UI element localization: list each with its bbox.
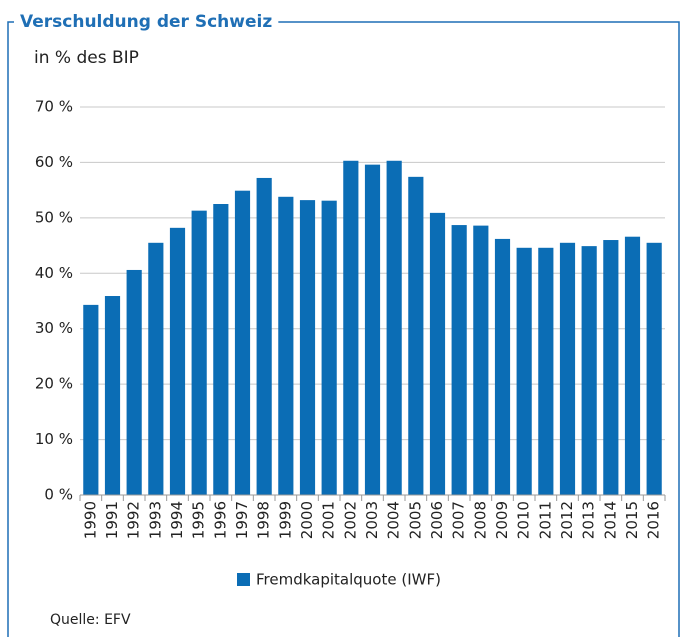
bar [473, 225, 489, 496]
x-tick-label: 2009 [493, 501, 511, 539]
bar [169, 227, 186, 495]
bar [516, 247, 532, 495]
bar [213, 204, 229, 495]
bar [321, 200, 337, 495]
x-tick-label: 2014 [601, 501, 619, 539]
subtitle: in % des BIP [34, 48, 139, 68]
bar [278, 196, 294, 495]
x-tick-label: 2008 [471, 501, 489, 539]
bar [148, 242, 164, 495]
x-tick-label: 2007 [450, 501, 468, 539]
bar [126, 269, 142, 495]
bar [234, 190, 251, 495]
y-tick-label: 30 % [35, 319, 73, 337]
x-tick-label: 1993 [146, 501, 164, 539]
y-tick-label: 70 % [35, 98, 73, 116]
y-tick-label: 40 % [35, 264, 73, 282]
title-background [14, 10, 279, 34]
x-tick-label: 2012 [558, 501, 576, 539]
legend-label: Fremdkapitalquote (IWF) [256, 571, 441, 589]
legend-swatch [237, 573, 250, 586]
bar [104, 296, 121, 495]
bar [343, 160, 359, 495]
x-tick-label: 2001 [320, 501, 338, 539]
bar [386, 160, 402, 495]
x-tick-label: 1992 [125, 501, 143, 539]
x-tick-label: 2003 [363, 501, 381, 539]
bar [538, 247, 554, 495]
x-tick-label: 1994 [168, 501, 186, 539]
bar [364, 164, 381, 495]
x-tick-label: 2002 [341, 501, 359, 539]
bar [559, 242, 576, 495]
bar [83, 304, 99, 495]
y-tick-label: 10 % [35, 430, 73, 448]
bar [191, 210, 207, 495]
source: Quelle: EFV [50, 612, 131, 628]
x-tick-label: 2016 [645, 501, 663, 539]
x-tick-label: 2004 [385, 501, 403, 539]
x-tick-label: 1996 [211, 501, 229, 539]
x-tick-label: 1999 [276, 501, 294, 539]
bar [408, 176, 424, 495]
frame [7, 21, 680, 637]
x-tick-label: 1990 [81, 501, 99, 539]
x-tick-label: 1991 [103, 501, 121, 539]
y-tick-label: 0 % [44, 486, 73, 504]
x-tick-label: 1995 [190, 501, 208, 539]
x-tick-label: 2005 [406, 501, 424, 539]
x-tick-label: 2010 [515, 501, 533, 539]
bar [494, 238, 511, 496]
bar [451, 225, 467, 495]
x-tick-label: 2011 [536, 501, 554, 539]
chart-title: Verschuldung der Schweiz [20, 12, 272, 32]
bar [429, 212, 446, 495]
x-tick-label: 2000 [298, 501, 316, 539]
x-tick-label: 2013 [580, 501, 598, 539]
y-tick-label: 60 % [35, 153, 73, 171]
bar [624, 236, 641, 495]
x-tick-label: 1998 [255, 501, 273, 539]
bar [299, 200, 316, 495]
y-tick-label: 20 % [35, 375, 73, 393]
bar [646, 242, 662, 495]
x-tick-label: 1997 [233, 501, 251, 539]
x-tick-label: 2015 [623, 501, 641, 539]
bar [581, 246, 597, 495]
bar [603, 240, 619, 495]
y-tick-label: 50 % [35, 208, 73, 226]
x-tick-label: 2006 [428, 501, 446, 539]
bar [256, 177, 272, 495]
